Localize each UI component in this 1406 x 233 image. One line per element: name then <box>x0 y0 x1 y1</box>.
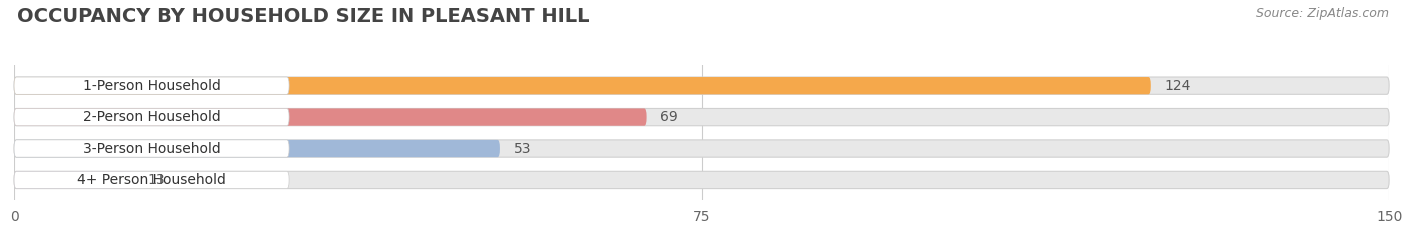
FancyBboxPatch shape <box>14 108 290 126</box>
FancyBboxPatch shape <box>14 140 501 157</box>
Text: 3-Person Household: 3-Person Household <box>83 141 221 155</box>
Text: 13: 13 <box>148 173 165 187</box>
Text: 124: 124 <box>1164 79 1191 93</box>
Text: 1-Person Household: 1-Person Household <box>83 79 221 93</box>
FancyBboxPatch shape <box>14 171 290 188</box>
Text: 53: 53 <box>513 141 531 155</box>
FancyBboxPatch shape <box>14 171 1389 188</box>
Text: 2-Person Household: 2-Person Household <box>83 110 221 124</box>
FancyBboxPatch shape <box>14 108 1389 126</box>
Text: 4+ Person Household: 4+ Person Household <box>77 173 226 187</box>
FancyBboxPatch shape <box>14 77 1389 94</box>
FancyBboxPatch shape <box>14 77 290 94</box>
FancyBboxPatch shape <box>14 108 647 126</box>
FancyBboxPatch shape <box>14 171 134 188</box>
FancyBboxPatch shape <box>14 77 1150 94</box>
FancyBboxPatch shape <box>14 140 290 157</box>
Text: Source: ZipAtlas.com: Source: ZipAtlas.com <box>1256 7 1389 20</box>
Text: OCCUPANCY BY HOUSEHOLD SIZE IN PLEASANT HILL: OCCUPANCY BY HOUSEHOLD SIZE IN PLEASANT … <box>17 7 589 26</box>
Text: 69: 69 <box>661 110 678 124</box>
FancyBboxPatch shape <box>14 140 1389 157</box>
